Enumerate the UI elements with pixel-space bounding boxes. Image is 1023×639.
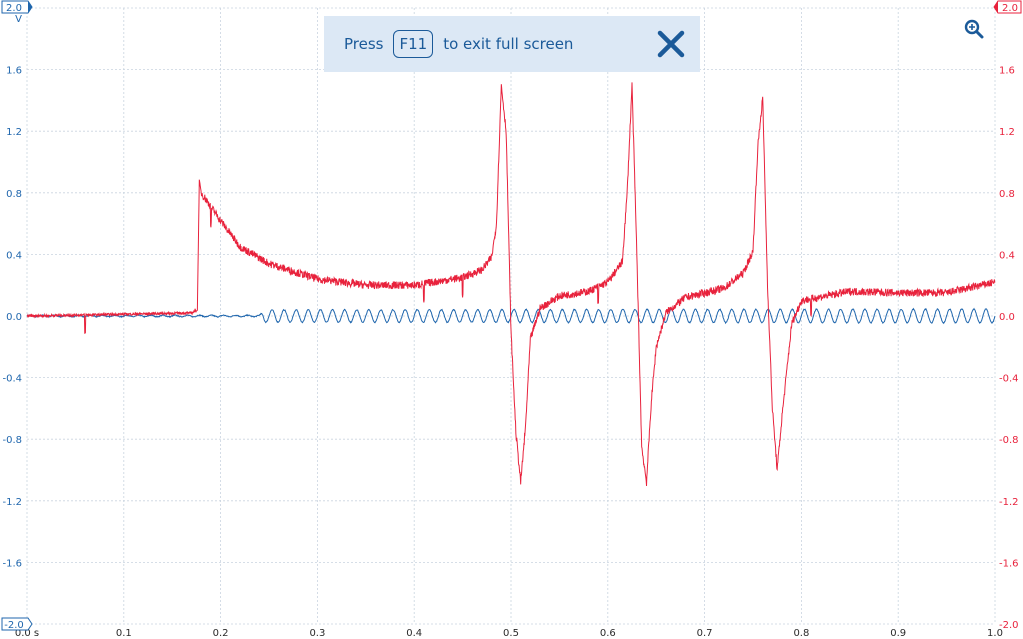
left-y-tick-label: 1.6 bbox=[6, 66, 22, 77]
right-y-tick-label: -0.4 bbox=[999, 374, 1019, 385]
channel-b-top-marker: 2.0 bbox=[993, 0, 1022, 14]
right-y-tick-label: 1.6 bbox=[999, 66, 1015, 77]
left-y-tick-label: -0.4 bbox=[2, 374, 22, 385]
left-axis-unit: V bbox=[15, 14, 22, 25]
x-tick-label: 0.3 bbox=[309, 628, 325, 639]
channel-a-top-marker: 2.0 bbox=[1, 0, 33, 14]
fullscreen-notice: Press F11 to exit full screen bbox=[324, 16, 700, 72]
left-y-max-label: 2.0 bbox=[6, 3, 22, 14]
channel-b-trace bbox=[26, 82, 996, 486]
close-icon[interactable] bbox=[654, 27, 688, 61]
x-tick-label: 0.2 bbox=[213, 628, 229, 639]
x-tick-label: 0.6 bbox=[600, 628, 616, 639]
left-y-tick-label: -1.2 bbox=[2, 497, 22, 508]
right-y-tick-label: -1.2 bbox=[999, 497, 1019, 508]
channel-a-bottom-marker: -2.0 bbox=[1, 617, 33, 631]
f11-key-badge: F11 bbox=[393, 30, 434, 58]
right-y-tick-label: -0.8 bbox=[999, 435, 1019, 446]
left-y-tick-label: 0.0 bbox=[6, 312, 22, 323]
traces bbox=[26, 82, 996, 486]
x-tick-label: 0.7 bbox=[697, 628, 713, 639]
left-y-tick-label: 0.4 bbox=[6, 250, 22, 261]
right-y-min-label: -2.0 bbox=[999, 620, 1019, 631]
left-y-tick-label: -0.8 bbox=[2, 435, 22, 446]
x-tick-label: 0.4 bbox=[406, 628, 422, 639]
x-tick-label: 1.0 bbox=[987, 628, 1003, 639]
right-y-tick-label: 0.0 bbox=[999, 312, 1015, 323]
right-y-tick-label: 1.2 bbox=[999, 127, 1015, 138]
left-y-min-label: -2.0 bbox=[4, 620, 24, 631]
tick-labels: 0.0 s 0.1 0.2 0.3 0.4 0.5 0.6 0.7 0.8 0.9 1.0 1.6 1.… bbox=[2, 66, 1018, 639]
right-y-tick-label: 0.4 bbox=[999, 250, 1015, 261]
left-y-tick-label: -1.6 bbox=[2, 558, 22, 569]
fullscreen-notice-prefix: Press bbox=[344, 35, 384, 53]
x-tick-label: 0.9 bbox=[890, 628, 906, 639]
x-tick-label: 0.5 bbox=[503, 628, 519, 639]
x-tick-label: 0.0 s bbox=[15, 628, 39, 639]
left-y-tick-label: 1.2 bbox=[6, 127, 22, 138]
x-tick-label: 0.1 bbox=[116, 628, 132, 639]
fullscreen-notice-suffix: to exit full screen bbox=[443, 35, 574, 53]
right-y-tick-label: 0.8 bbox=[999, 189, 1015, 200]
right-y-tick-label: -1.6 bbox=[999, 558, 1019, 569]
right-y-max-label: 2.0 bbox=[1002, 3, 1018, 14]
zoom-in-icon[interactable] bbox=[964, 19, 984, 39]
left-y-tick-label: 0.8 bbox=[6, 189, 22, 200]
x-tick-label: 0.8 bbox=[793, 628, 809, 639]
